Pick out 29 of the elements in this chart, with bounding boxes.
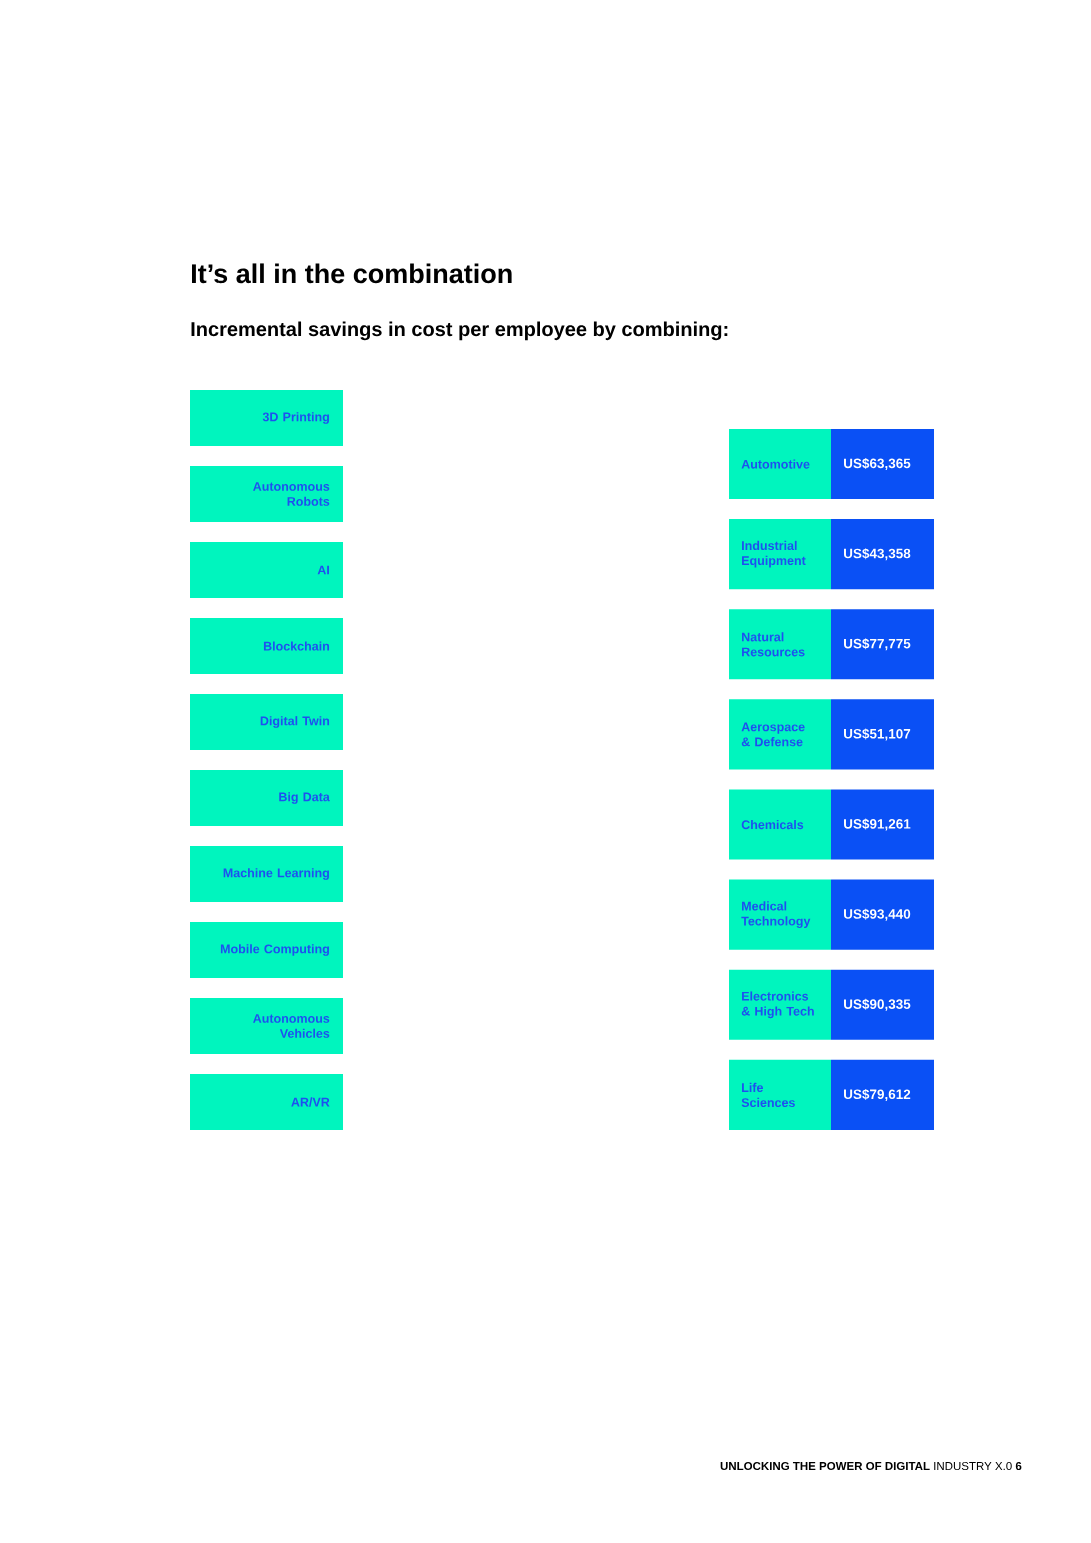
- data-label: US$51,107: [844, 728, 911, 741]
- category-label: Natural Resources: [742, 632, 805, 657]
- data-label: US$90,335: [844, 998, 911, 1011]
- category-label: Electronics & High Tech: [741, 991, 814, 1019]
- category-label: Blockchain: [263, 641, 330, 651]
- data-label: US$63,365: [844, 457, 911, 471]
- category-label: Autonomous Vehicles: [253, 1014, 330, 1038]
- text: Incremental savings in cost per employee by combining:: [191, 321, 728, 341]
- text: It’s all in the combination: [192, 263, 512, 284]
- category-label: Automotive: [741, 459, 810, 469]
- category-label: Digital Twin: [260, 716, 330, 728]
- category-label: Machine Learning: [223, 868, 329, 880]
- category-label: Chemicals: [741, 819, 804, 830]
- category-label: AR/VR: [291, 1097, 330, 1107]
- category-label: Autonomous Robots: [253, 482, 330, 506]
- data-label: US$79,612: [844, 1088, 911, 1101]
- data-label: US$91,261: [844, 818, 911, 831]
- data-label: US$43,358: [844, 548, 911, 561]
- category-label: Big Data: [279, 792, 330, 804]
- category-label: Medical Technology: [741, 901, 811, 929]
- category-label: Mobile Computing: [220, 944, 329, 956]
- data-label: US$77,775: [844, 638, 911, 651]
- text: UNLOCKING THE POWER OF DIGITAL INDUSTRY X.0 6: [720, 1461, 1022, 1471]
- data-label: US$93,440: [844, 908, 911, 921]
- category-label: Industrial Equipment: [742, 540, 806, 568]
- category-label: AI: [317, 565, 329, 575]
- category-label: Life Sciences: [741, 1082, 795, 1108]
- category-label: 3D Printing: [262, 412, 329, 424]
- category-label: Aerospace & Defense: [741, 722, 805, 747]
